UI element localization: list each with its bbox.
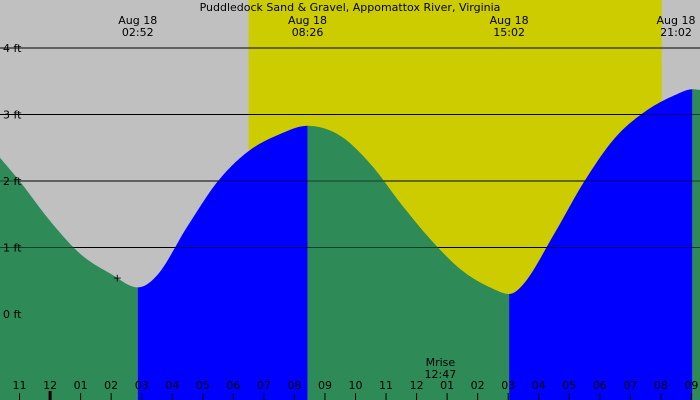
x-axis: 11 12 01 02 03 04 05 06 07 08 09 10 11 12 01 02 03 04 05 06… <box>13 379 698 400</box>
x-tick-label: 03 <box>501 379 515 392</box>
y-tick-label: 1 ft <box>3 242 22 255</box>
rising-tide-area <box>509 89 693 400</box>
plus-marker: + <box>113 271 122 284</box>
gridlines-overlay <box>0 47 700 248</box>
x-tick-label: 09 <box>318 379 332 392</box>
x-tick-label: 05 <box>196 379 210 392</box>
x-tick-label: 08 <box>654 379 668 392</box>
x-tick-label: 11 <box>379 379 393 392</box>
tide-event-date: Aug 18 <box>288 14 327 27</box>
x-tick-label: 02 <box>104 379 118 392</box>
y-tick-label: 0 ft <box>3 308 22 321</box>
x-tick-label: 10 <box>348 379 362 392</box>
x-tick-label: 07 <box>257 379 271 392</box>
x-tick-label: 07 <box>623 379 637 392</box>
x-tick-label: 12 <box>410 379 424 392</box>
rising-tide-area <box>137 125 308 400</box>
x-tick-label: 06 <box>226 379 240 392</box>
y-tick-label: 2 ft <box>3 175 22 188</box>
x-tick-label: 02 <box>471 379 485 392</box>
tide-event-date: Aug 18 <box>657 14 696 27</box>
tide-event-time: 02:52 <box>122 26 154 39</box>
tide-event-time: 21:02 <box>660 26 692 39</box>
x-tick-label: 06 <box>593 379 607 392</box>
moonrise-time: 12:47 <box>425 368 457 381</box>
x-tick-label: 11 <box>13 379 27 392</box>
x-tick-label: 12 <box>43 379 57 392</box>
falling-tide-area <box>0 157 138 400</box>
x-tick-label: 03 <box>135 379 149 392</box>
falling-tide-area <box>307 125 510 400</box>
x-tick-label: 05 <box>562 379 576 392</box>
x-tick-label: 09 <box>684 379 698 392</box>
x-tick-label: 04 <box>165 379 179 392</box>
x-tick-label: 01 <box>74 379 88 392</box>
tide-event-time: 08:26 <box>292 26 324 39</box>
y-tick-label: 4 ft <box>3 42 22 55</box>
y-tick-label: 3 ft <box>3 109 22 122</box>
tide-event-time: 15:02 <box>493 26 525 39</box>
moonrise-label: Mrise <box>426 356 456 369</box>
falling-tide-area <box>692 89 700 400</box>
x-tick-label: 04 <box>532 379 546 392</box>
y-axis-labels: 4 ft 3 ft 2 ft 1 ft 0 ft <box>3 42 22 321</box>
x-tick-label: 01 <box>440 379 454 392</box>
tide-event-date: Aug 18 <box>490 14 529 27</box>
tide-fill <box>0 89 700 400</box>
chart-title: Puddledock Sand & Gravel, Appomattox Riv… <box>200 1 501 14</box>
x-tick-label: 08 <box>287 379 301 392</box>
midnight-tick <box>48 391 52 400</box>
tide-event-date: Aug 18 <box>118 14 157 27</box>
